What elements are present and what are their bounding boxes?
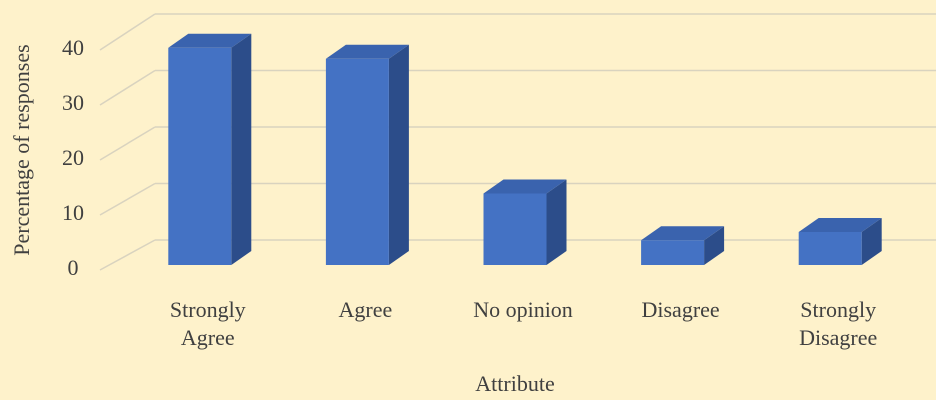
x-axis-title: Attribute	[475, 371, 554, 396]
x-tick-label: Strongly Agree	[169, 297, 246, 350]
y-tick-label: 20	[62, 145, 84, 170]
bar-side	[546, 179, 567, 265]
y-tick-label: 10	[62, 200, 84, 225]
grid-line	[99, 13, 156, 51]
bar-side	[704, 226, 725, 265]
bar-top	[168, 33, 252, 48]
bar-front	[483, 193, 547, 265]
bar	[168, 33, 252, 265]
bar	[798, 218, 882, 265]
grid-line	[99, 69, 156, 106]
bar-side	[388, 44, 409, 265]
x-tick-label: Strongly Disagree	[799, 297, 878, 350]
bar-front	[168, 47, 232, 265]
x-tick-label: Disagree	[641, 297, 720, 322]
grid-line	[99, 182, 156, 216]
bar-side	[231, 33, 252, 265]
bar	[483, 179, 567, 265]
bar-top	[325, 44, 409, 59]
bar-top	[641, 226, 725, 241]
bar	[641, 226, 725, 265]
grid-line	[99, 126, 156, 161]
y-axis-title: Percentage of responses	[9, 44, 34, 255]
x-tick-label: Agree	[338, 297, 393, 322]
bar-top	[798, 218, 882, 232]
bar-front	[798, 232, 862, 265]
y-tick-label: 30	[62, 90, 84, 115]
bar-front	[325, 58, 389, 265]
y-tick-label: 40	[62, 35, 84, 60]
x-tick-label: No opinion	[473, 297, 573, 322]
bar-front	[641, 240, 705, 265]
bar-top	[483, 179, 567, 194]
grid-line	[99, 239, 156, 271]
bar-side	[861, 218, 882, 265]
bar	[325, 44, 409, 265]
y-tick-label: 0	[68, 255, 79, 280]
